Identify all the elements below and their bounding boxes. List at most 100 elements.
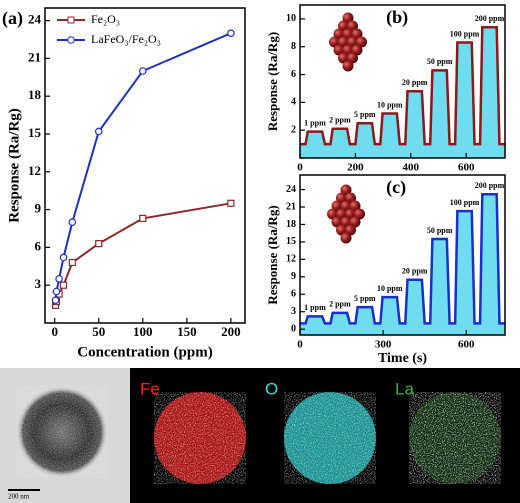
fe-texture [154, 392, 246, 484]
y-tick-label: 4 [291, 97, 296, 108]
plot-frame [299, 174, 506, 336]
x-tick-label: 0 [297, 339, 303, 351]
particle [338, 36, 349, 48]
x-tick-label: 50 [92, 324, 105, 339]
annotation: 20 ppm [402, 78, 428, 87]
x-axis-label: Time (s) [378, 351, 427, 366]
annotation: 200 ppm [475, 14, 505, 23]
particle [327, 208, 338, 220]
y-tick-label: 15 [286, 236, 296, 247]
plot-frame [299, 4, 506, 159]
marker [227, 29, 235, 38]
particle [345, 208, 356, 220]
particle [342, 12, 354, 24]
particle-model [329, 12, 367, 72]
particle [340, 184, 352, 196]
y-tick-label: 10 [286, 13, 296, 24]
annotation: 10 ppm [377, 100, 403, 109]
y-tick-label: 21 [286, 201, 296, 212]
particle [329, 36, 340, 48]
particle [342, 28, 354, 40]
y-tick-label: 3 [291, 306, 296, 317]
particle [342, 60, 354, 72]
annotation: 2 ppm [329, 116, 351, 125]
x-axis-label: Concentration (ppm) [77, 344, 212, 360]
y-tick-label: 18 [28, 87, 42, 102]
area [300, 194, 505, 335]
x-tick-label: 300 [375, 339, 392, 351]
annotation: 1 ppm [304, 303, 326, 312]
y-tick-label: 0 [291, 323, 296, 334]
y-axis-label: Response (Ra/Rg) [265, 32, 280, 131]
particle [345, 192, 356, 204]
x-tick-label: 600 [458, 162, 475, 174]
marker [139, 214, 147, 223]
particle [333, 44, 345, 56]
y-tick-label: 9 [291, 271, 296, 282]
marker [227, 199, 235, 207]
particle [347, 52, 358, 64]
la-texture [409, 392, 501, 484]
y-axis-label: Response (Ra/Rg) [6, 108, 22, 223]
y-tick-label: 2 [291, 124, 296, 135]
annotation: 20 ppm [402, 267, 428, 276]
particle [349, 216, 361, 228]
annotation: 100 ppm [450, 198, 480, 207]
particle [333, 28, 345, 40]
y-tick-label: 21 [28, 49, 41, 64]
marker [55, 275, 63, 283]
y-tick-label: 3 [35, 276, 42, 291]
panel-label: (a) [2, 8, 23, 29]
marker [68, 258, 76, 267]
particle [336, 208, 347, 220]
marker [59, 253, 68, 262]
annotation: 10 ppm [377, 284, 403, 293]
y-tick-label: 12 [286, 254, 296, 265]
particle [338, 52, 349, 64]
plot-frame [44, 7, 246, 324]
particle [336, 224, 347, 236]
annotation: 200 ppm [475, 181, 505, 190]
particle [340, 216, 352, 228]
marker [95, 240, 103, 248]
y-tick-label: 15 [28, 125, 42, 140]
line [300, 26, 505, 146]
y-tick-label: 12 [28, 163, 41, 178]
particle [331, 216, 343, 228]
marker [68, 218, 77, 227]
eds-label: O [265, 379, 278, 398]
microscopy-strip: 200 nm Fe O La [0, 368, 520, 503]
particle [351, 28, 363, 40]
particle [351, 44, 363, 56]
legend-label: LaFeO₃/Fe₂O₃ [91, 32, 161, 46]
marker [59, 281, 68, 289]
x-tick-label: 400 [403, 162, 420, 174]
x-tick-label: 200 [221, 324, 241, 339]
annotation: 100 ppm [450, 29, 480, 38]
particle [349, 200, 361, 212]
y-tick-label: 6 [35, 238, 42, 253]
marker [51, 296, 60, 305]
particle [342, 44, 354, 56]
y-axis-label: Response (Ra/Rg) [265, 205, 280, 304]
annotation: 50 ppm [427, 226, 453, 235]
annotation: 50 ppm [427, 57, 453, 66]
marker [138, 67, 147, 75]
legend-label: Fe₂O₃ [91, 12, 120, 26]
y-tick-label: 24 [28, 12, 42, 27]
legend-marker [67, 36, 75, 44]
particle [345, 224, 356, 236]
x-tick-label: 600 [458, 339, 475, 351]
panel-label: (c) [386, 177, 406, 198]
y-tick-label: 8 [291, 41, 296, 52]
particle [331, 200, 343, 212]
particle [356, 36, 367, 48]
marker [52, 287, 61, 296]
particle [340, 200, 352, 212]
x-tick-label: 0 [51, 324, 58, 339]
particle [336, 192, 347, 204]
x-tick-label: 150 [177, 324, 197, 339]
y-tick-label: 9 [35, 201, 42, 216]
annotation: 2 ppm [329, 300, 351, 309]
